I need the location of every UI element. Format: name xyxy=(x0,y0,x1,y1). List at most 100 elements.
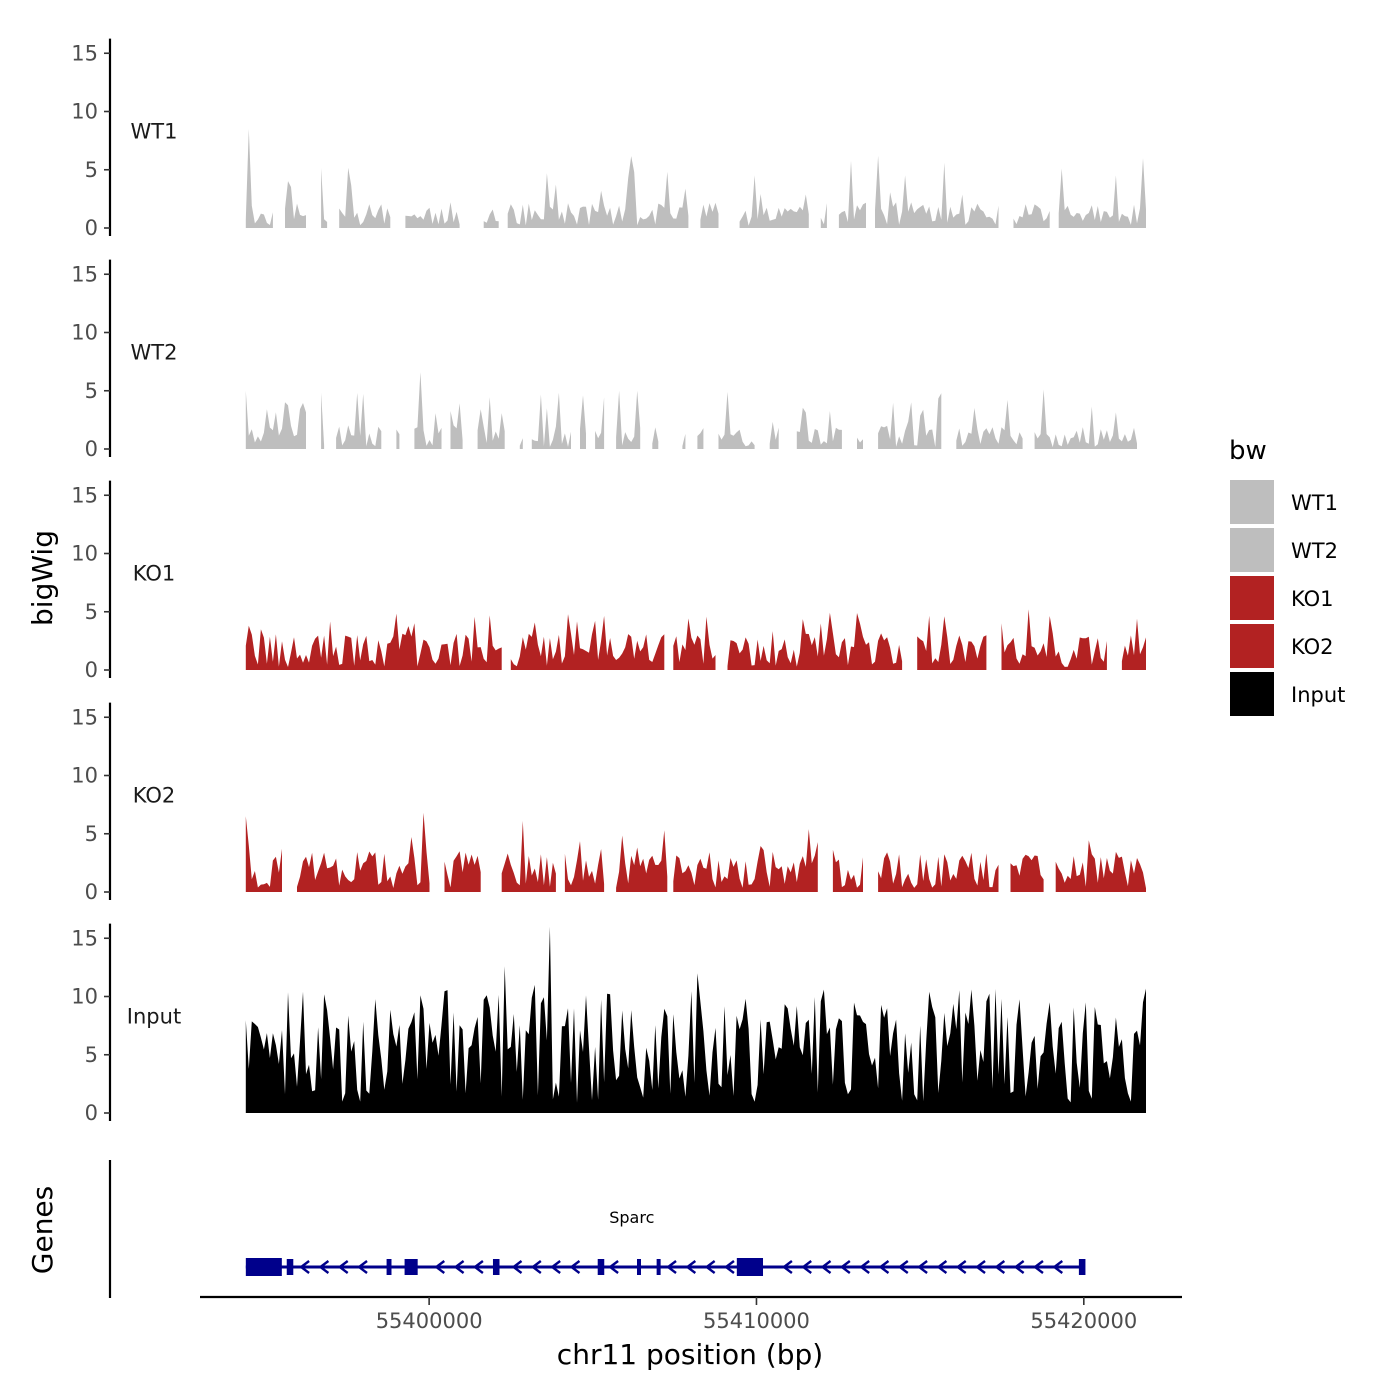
coverage-area-ko2 xyxy=(444,851,481,892)
strand-arrow xyxy=(975,1260,986,1274)
coverage-area-ko2 xyxy=(564,841,605,892)
y-tick-label: 15 xyxy=(71,483,98,507)
legend-label-wt2: WT2 xyxy=(1291,539,1338,563)
x-tick-label: 55420000 xyxy=(1030,1309,1137,1333)
strand-arrow xyxy=(1013,1260,1025,1274)
legend-label-input: Input xyxy=(1291,683,1345,707)
strand-arrow xyxy=(608,1260,619,1274)
coverage-area-ko2 xyxy=(1010,854,1044,892)
track-ko1: 0 5 10 15 KO1 xyxy=(71,480,1146,682)
y-tick-label: 10 xyxy=(71,542,98,566)
exon xyxy=(636,1259,641,1275)
exon xyxy=(1078,1259,1086,1275)
coverage-area-wt1 xyxy=(285,181,306,228)
y-tick-label: 5 xyxy=(85,600,98,624)
y-tick-label: 0 xyxy=(85,880,98,904)
strand-arrow xyxy=(723,1260,735,1274)
exon xyxy=(597,1259,605,1275)
coverage-area-ko2 xyxy=(245,816,282,892)
track-input: 0 5 10 15 Input xyxy=(71,923,1147,1125)
x-tick-label: 55400000 xyxy=(376,1309,483,1333)
track-wt1: 0 5 10 15 WT1 xyxy=(71,38,1146,240)
legend-swatch-wt2 xyxy=(1230,528,1274,572)
exon xyxy=(286,1259,294,1275)
coverage-area-wt2 xyxy=(1034,389,1137,449)
coverage-area-wt2 xyxy=(796,407,842,449)
legend-label-ko2: KO2 xyxy=(1291,635,1334,659)
coverage-area-ko1 xyxy=(1001,609,1107,670)
strand-arrow xyxy=(704,1260,716,1274)
legend-label-wt1: WT1 xyxy=(1291,491,1338,515)
strand-arrow xyxy=(936,1260,948,1274)
exon xyxy=(386,1259,392,1275)
coverage-area-ko1 xyxy=(727,612,903,670)
coverage-area-ko2 xyxy=(297,812,430,892)
legend-title: bw xyxy=(1229,436,1267,466)
y-tick-label: 15 xyxy=(71,705,98,729)
strand-arrow xyxy=(801,1260,812,1274)
coverage-area-wt1 xyxy=(1058,158,1146,228)
legend-label-ko1: KO1 xyxy=(1291,587,1334,611)
coverage-area-wt1 xyxy=(700,202,719,228)
coverage-area-wt2 xyxy=(519,438,523,449)
coverage-area-ko2 xyxy=(501,820,556,892)
strand-arrow xyxy=(917,1260,928,1274)
coverage-area-ko1 xyxy=(917,615,987,670)
strand-arrow xyxy=(530,1260,542,1274)
y-tick-label: 0 xyxy=(85,1101,98,1125)
strand-arrow xyxy=(878,1260,890,1274)
gene-track: Sparc xyxy=(108,1160,1086,1298)
strand-arrow xyxy=(839,1260,851,1274)
x-axis-title: chr11 position (bp) xyxy=(557,1338,823,1371)
genes-axis-title: Genes xyxy=(26,1186,59,1274)
coverage-area-wt2 xyxy=(769,421,779,449)
strand-arrow xyxy=(994,1260,1006,1274)
strand-arrow xyxy=(453,1260,465,1274)
y-tick-label: 10 xyxy=(71,985,98,1009)
coverage-area-wt2 xyxy=(321,392,325,449)
strand-arrow xyxy=(318,1260,330,1274)
coverage-area-wt2 xyxy=(477,397,505,449)
strand-arrow xyxy=(1032,1260,1044,1274)
coverage-area-wt1 xyxy=(838,160,866,228)
y-tick-label: 5 xyxy=(85,379,98,403)
coverage-area-wt1 xyxy=(321,168,328,228)
coverage-area-wt1 xyxy=(339,167,391,228)
strand-arrow xyxy=(1052,1260,1064,1274)
coverage-area-ko1 xyxy=(1121,618,1146,670)
coverage-area-ko1 xyxy=(673,616,716,670)
legend-swatch-ko2 xyxy=(1230,624,1274,668)
y-tick-label: 15 xyxy=(71,926,98,950)
coverage-area-ko2 xyxy=(878,852,999,892)
strand-arrow xyxy=(685,1260,697,1274)
coverage-area-ko2 xyxy=(832,849,863,892)
coverage-area-wt2 xyxy=(531,392,571,449)
coverage-area-ko2 xyxy=(1055,840,1146,892)
coverage-area-wt2 xyxy=(616,390,641,449)
legend-swatch-ko1 xyxy=(1230,576,1274,620)
strand-arrow xyxy=(666,1260,677,1274)
coverage-area-wt2 xyxy=(682,433,686,449)
coverage-area-wt1 xyxy=(820,203,827,228)
coverage-area-ko1 xyxy=(510,614,665,670)
coverage-area-wt2 xyxy=(878,393,942,449)
coverage-area-wt2 xyxy=(580,395,586,449)
y-tick-label: 5 xyxy=(85,1043,98,1067)
strand-arrow xyxy=(511,1260,523,1274)
exon xyxy=(492,1259,500,1275)
strand-arrow xyxy=(569,1260,581,1274)
x-axis: 55400000 55410000 55420000 xyxy=(200,1295,1182,1333)
coverage-area-wt2 xyxy=(697,428,704,449)
track-ko2: 0 5 10 15 KO2 xyxy=(71,702,1146,904)
strand-arrow xyxy=(859,1260,870,1274)
strand-arrow xyxy=(337,1260,349,1274)
coverage-area-wt2 xyxy=(956,399,1023,449)
legend: bw WT1 WT2 KO1 KO2 Input xyxy=(1229,436,1345,716)
y-tick-label: 15 xyxy=(71,41,98,65)
strand-arrow xyxy=(472,1260,484,1274)
strand-arrow xyxy=(299,1260,310,1274)
coverage-area-ko2 xyxy=(673,829,818,892)
strand-arrow xyxy=(897,1260,909,1274)
y-tick-label: 10 xyxy=(71,321,98,345)
